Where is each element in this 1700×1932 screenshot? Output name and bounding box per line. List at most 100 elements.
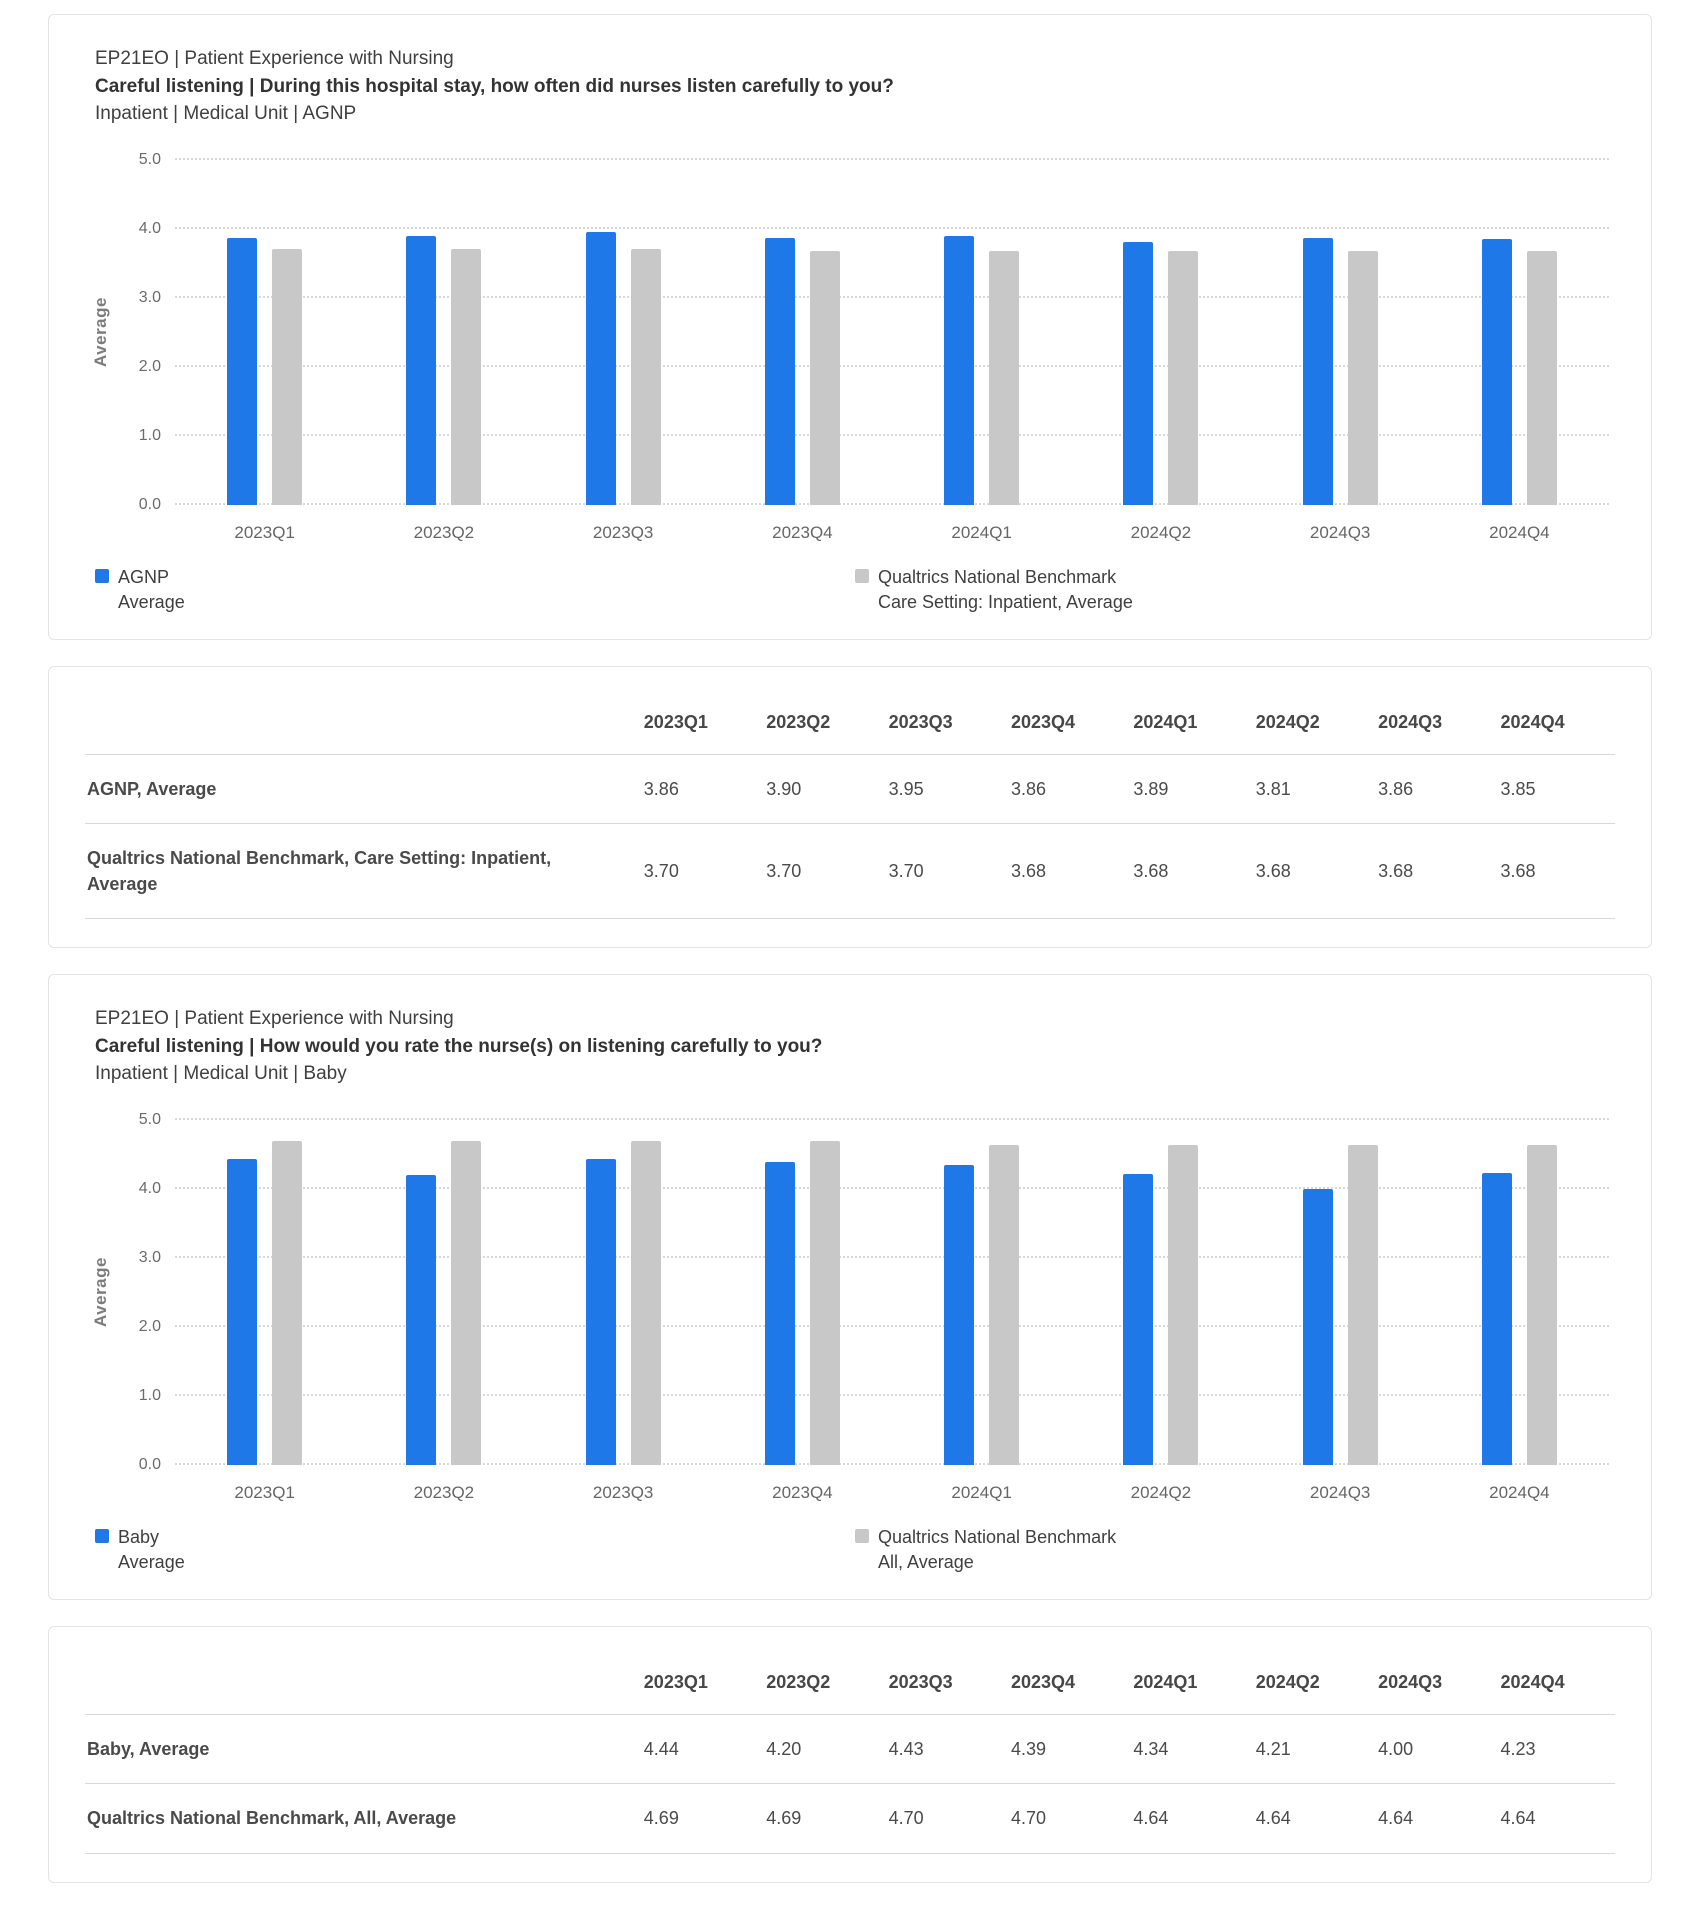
bar-qualtrics-national-benchmark-2024q1[interactable] [989, 250, 1020, 505]
gridline [175, 226, 1609, 229]
table-cell: 4.64 [1247, 1783, 1371, 1854]
bar-qualtrics-national-benchmark-2024q3[interactable] [1347, 250, 1378, 505]
bar-groups [175, 1120, 1609, 1465]
results-table-baby: 2023Q1 2023Q2 2023Q3 2023Q4 2024Q1 2024Q2 2024… [85, 1651, 1615, 1854]
bar-baby-2024q1[interactable] [944, 1165, 975, 1465]
bar-baby-2023q2[interactable] [406, 1175, 437, 1465]
bar-qualtrics-national-benchmark-2023q4[interactable] [809, 1140, 840, 1465]
table-cell: 3.85 [1492, 754, 1615, 825]
table-cell: 3.86 [1370, 754, 1493, 825]
y-axis-title: Average [91, 1257, 110, 1328]
bar-qualtrics-national-benchmark-2024q1[interactable] [989, 1144, 1020, 1465]
bar-baby-2023q1[interactable] [227, 1158, 258, 1465]
bar-qualtrics-national-benchmark-2024q2[interactable] [1168, 1144, 1199, 1465]
bar-group-2024q2 [1071, 160, 1250, 505]
bar-group-2024q3 [1251, 160, 1430, 505]
table-cell: 3.81 [1247, 754, 1371, 825]
bar-chart-baby: Average 0.0 1.0 2.0 3.0 4.0 5.0 2023Q1 2023Q2 202… [85, 1111, 1609, 1503]
bar-agnp-2024q2[interactable] [1123, 241, 1154, 505]
bar-qualtrics-national-benchmark-2023q2[interactable] [451, 1141, 482, 1465]
chart-panel-agnp: EP21EO | Patient Experience with Nursing… [48, 14, 1652, 641]
y-tick-label: 0.0 [138, 1455, 161, 1473]
gridline [175, 157, 1609, 160]
bar-qualtrics-national-benchmark-2024q3[interactable] [1347, 1144, 1378, 1465]
bar-baby-2023q4[interactable] [764, 1162, 795, 1465]
bar-agnp-2024q1[interactable] [944, 236, 975, 505]
gridline [175, 502, 1609, 505]
table-cell: 3.68 [1247, 823, 1371, 920]
bar-group-2024q2 [1071, 1120, 1250, 1465]
column-header: 2024Q4 [1492, 1651, 1615, 1716]
x-axis-label: 2023Q3 [592, 522, 654, 542]
gridline [175, 1255, 1609, 1258]
legend-item[interactable]: AGNP Average [95, 565, 855, 615]
table-cell: 3.68 [1370, 823, 1493, 920]
table-cell: 3.86 [1002, 754, 1126, 825]
table-cell: 3.90 [758, 754, 881, 825]
legend-swatch [855, 568, 869, 583]
y-tick-label: 4.0 [138, 1179, 161, 1197]
plot-area [175, 1117, 1609, 1465]
bar-baby-2024q3[interactable] [1302, 1188, 1333, 1465]
bar-qualtrics-national-benchmark-2024q4[interactable] [1526, 1144, 1557, 1465]
gridline [175, 295, 1609, 298]
column-header: 2024Q2 [1247, 691, 1371, 756]
x-axis-label: 2023Q2 [413, 522, 475, 542]
chart-supertitle: EP21EO | Patient Experience with Nursing [95, 48, 454, 69]
bar-group-2023q3 [534, 1120, 713, 1465]
gridline [175, 1393, 1609, 1396]
legend-item[interactable]: Baby Average [95, 1525, 855, 1575]
x-axis-label: 2023Q1 [234, 1482, 295, 1502]
bar-qualtrics-national-benchmark-2023q2[interactable] [451, 249, 482, 505]
x-axis-label: 2024Q2 [1130, 522, 1192, 542]
bar-qualtrics-national-benchmark-2023q4[interactable] [809, 250, 840, 505]
bar-qualtrics-national-benchmark-2024q2[interactable] [1168, 250, 1199, 505]
x-axis: 2023Q1 2023Q2 2023Q3 2023Q4 2024Q1 2024Q2 2024… [175, 1465, 1609, 1503]
legend-item[interactable]: Qualtrics National Benchmark All, Average [855, 1525, 1615, 1575]
bar-qualtrics-national-benchmark-2023q1[interactable] [272, 249, 303, 505]
bar-agnp-2024q4[interactable] [1481, 239, 1512, 505]
table-header-row: 2023Q1 2023Q2 2023Q3 2023Q4 2024Q1 2024Q2 2024… [85, 691, 1615, 756]
bar-qualtrics-national-benchmark-2023q3[interactable] [630, 1140, 661, 1465]
table-cell: 4.34 [1125, 1714, 1248, 1785]
legend-label: Qualtrics National Benchmark Care Setting… [878, 566, 1133, 612]
bar-group-2023q4 [713, 1120, 892, 1465]
column-header: 2024Q1 [1125, 691, 1248, 756]
bar-chart-agnp: Average 0.0 1.0 2.0 3.0 4.0 5.0 2023Q1 2023Q2 202… [85, 151, 1609, 543]
bar-baby-2024q4[interactable] [1481, 1173, 1512, 1465]
y-axis: 0.0 1.0 2.0 3.0 4.0 5.0 [117, 1111, 175, 1473]
bar-agnp-2023q3[interactable] [585, 232, 616, 505]
plot-area [175, 157, 1609, 505]
gridline [175, 1186, 1609, 1189]
column-header: 2024Q1 [1125, 1651, 1248, 1716]
bar-agnp-2024q3[interactable] [1302, 238, 1333, 505]
bar-agnp-2023q1[interactable] [227, 238, 258, 505]
bar-agnp-2023q2[interactable] [406, 235, 437, 505]
column-header: 2024Q4 [1492, 691, 1615, 756]
bar-group-2024q3 [1251, 1120, 1430, 1465]
bar-group-2024q4 [1430, 1120, 1609, 1465]
bar-baby-2024q2[interactable] [1123, 1174, 1154, 1465]
column-header: 2023Q2 [758, 691, 881, 756]
bar-groups [175, 160, 1609, 505]
table-cell: 3.70 [880, 823, 1003, 920]
table-cell: 3.68 [1492, 823, 1615, 920]
x-axis-label: 2023Q2 [413, 1482, 475, 1502]
y-axis: 0.0 1.0 2.0 3.0 4.0 5.0 [117, 151, 175, 513]
bar-qualtrics-national-benchmark-2023q1[interactable] [272, 1141, 303, 1465]
chart-subtitle: Inpatient | Medical Unit | AGNP [95, 103, 357, 125]
legend-item[interactable]: Qualtrics National Benchmark Care Setting… [855, 565, 1615, 615]
x-axis-label: 2023Q1 [234, 522, 295, 542]
table-cell: 3.86 [635, 754, 759, 825]
x-axis-label: 2024Q1 [951, 1482, 1012, 1502]
table-cell: 3.89 [1125, 754, 1248, 825]
column-header: 2023Q4 [1002, 1651, 1126, 1716]
y-tick-label: 3.0 [138, 1248, 161, 1266]
column-header: 2023Q4 [1002, 691, 1126, 756]
table-cell: 4.69 [635, 1783, 759, 1854]
bar-agnp-2023q4[interactable] [764, 238, 795, 505]
bar-qualtrics-national-benchmark-2023q3[interactable] [630, 249, 661, 505]
table-cell: 4.21 [1247, 1714, 1371, 1785]
bar-qualtrics-national-benchmark-2024q4[interactable] [1526, 250, 1557, 505]
bar-baby-2023q3[interactable] [585, 1159, 616, 1465]
